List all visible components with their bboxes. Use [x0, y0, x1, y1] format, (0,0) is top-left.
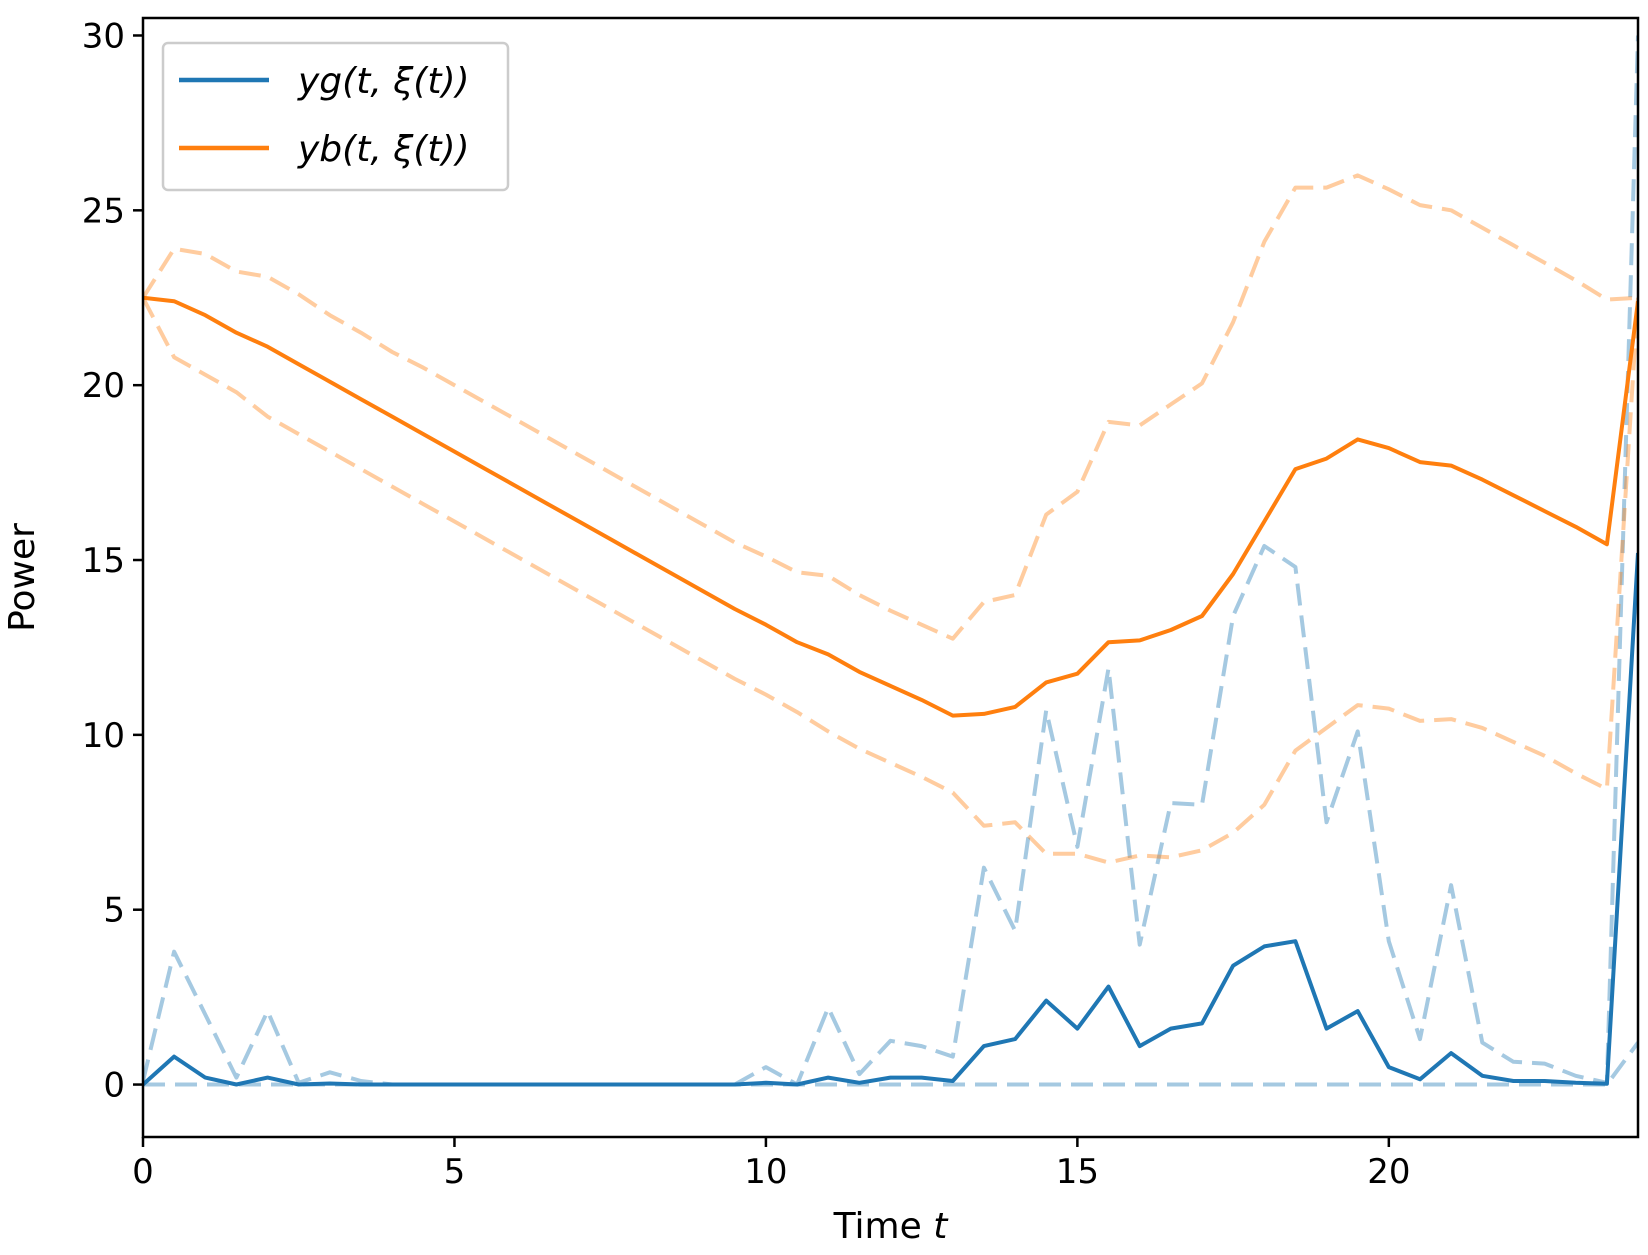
x-axis-label: Time t — [833, 1206, 950, 1247]
y-tick-label: 5 — [103, 891, 125, 931]
series-line-1 — [143, 295, 1638, 718]
legend-entry-label: yb(t, ξ(t)) — [297, 129, 470, 170]
x-tick-label: 15 — [1056, 1152, 1099, 1192]
x-tick-label: 5 — [444, 1152, 466, 1192]
y-tick-label: 0 — [103, 1066, 125, 1106]
y-tick-label: 25 — [82, 191, 125, 231]
legend: yg(t, ξ(t)) yb(t, ξ(t)) — [161, 41, 510, 192]
y-tick-label: 15 — [82, 541, 125, 581]
x-tick-label: 0 — [132, 1152, 154, 1192]
x-tick-label: 10 — [744, 1152, 787, 1192]
legend-entry-label: yg(t, ξ(t)) — [297, 61, 470, 102]
series-line-0 — [143, 552, 1638, 1087]
y-tick-label: 20 — [82, 366, 125, 406]
x-tick-label: 20 — [1367, 1152, 1410, 1192]
dashed-band-line-3 — [143, 1041, 1638, 1087]
tick-layer: 0 5 10 15 20 0 5 10 15 20 25 30 — [82, 16, 1411, 1192]
y-tick-label: 30 — [82, 16, 125, 56]
dashed-band-line-4 — [143, 173, 1638, 641]
y-tick-label: 10 — [82, 716, 125, 756]
series-layer — [143, 35, 1638, 1087]
plot-frame — [141, 16, 1640, 1139]
x-axis-label-variable: t — [933, 1206, 949, 1247]
dashed-band-line-5 — [143, 296, 1638, 865]
y-axis-label: Power — [2, 523, 43, 632]
x-axis-label-text: Time — [833, 1206, 922, 1247]
